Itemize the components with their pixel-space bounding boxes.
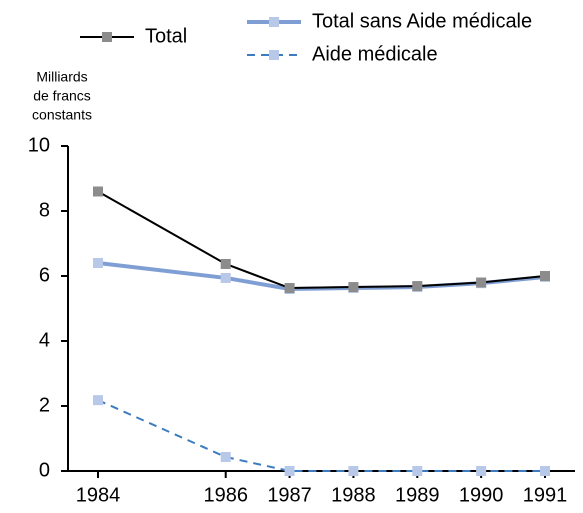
y-axis-label: Milliards xyxy=(36,69,87,85)
legend-label: Aide médicale xyxy=(312,43,438,65)
y-axis-label: de francs xyxy=(33,88,91,104)
series-line xyxy=(97,399,545,472)
series-marker xyxy=(476,466,487,476)
x-tick-label: 1984 xyxy=(76,484,121,506)
y-tick-label: 6 xyxy=(39,264,50,286)
x-tick-label: 1991 xyxy=(523,484,568,506)
series-marker xyxy=(220,272,231,283)
x-tick-label: 1986 xyxy=(203,484,248,506)
y-tick-label: 2 xyxy=(39,394,50,416)
series-marker xyxy=(476,277,487,288)
y-tick-label: 10 xyxy=(28,134,50,156)
y-tick-label: 0 xyxy=(39,459,50,481)
series-marker xyxy=(220,258,231,269)
series-line xyxy=(97,190,546,290)
x-tick-label: 1990 xyxy=(459,484,504,506)
x-tick-label: 1988 xyxy=(331,484,376,506)
series-marker xyxy=(220,452,231,463)
series-marker xyxy=(93,395,103,406)
series-marker xyxy=(93,258,103,268)
series-marker xyxy=(540,271,550,281)
series-marker xyxy=(412,281,423,292)
legend-marker xyxy=(269,50,279,60)
legend-label: Total xyxy=(145,25,187,47)
series-marker xyxy=(348,282,359,293)
legend-marker xyxy=(102,32,112,42)
series-marker xyxy=(93,186,103,197)
legend-marker xyxy=(269,17,279,27)
x-tick-label: 1989 xyxy=(395,484,440,506)
series-marker xyxy=(540,466,550,476)
series-marker xyxy=(284,466,295,476)
y-axis-label: constants xyxy=(32,107,92,123)
series-marker xyxy=(348,466,359,476)
series-marker xyxy=(284,283,295,294)
series-marker xyxy=(412,466,423,476)
y-tick-label: 4 xyxy=(39,329,50,351)
legend-label: Total sans Aide médicale xyxy=(312,10,532,32)
x-tick-label: 1987 xyxy=(267,484,312,506)
y-tick-label: 8 xyxy=(39,199,50,221)
